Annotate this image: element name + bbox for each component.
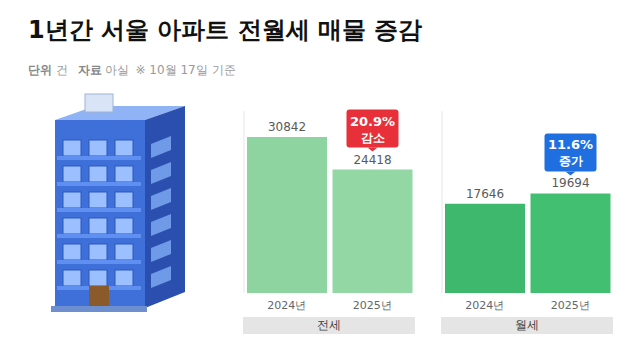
svg-text:20.9%: 20.9% <box>350 114 395 129</box>
svg-text:2024년: 2024년 <box>465 299 504 312</box>
svg-text:30842: 30842 <box>268 120 306 134</box>
html-text:자료 아실: 자료 아실 <box>77 63 130 77</box>
svg-text:2025년: 2025년 <box>551 299 590 312</box>
svg-text:2024년: 2024년 <box>267 299 306 312</box>
svg-text:17646: 17646 <box>466 187 504 201</box>
svg-text:11.6%: 11.6% <box>548 137 593 152</box>
html-text:월세: 월세 <box>515 318 539 332</box>
svg-text:감소: 감소 <box>361 131 385 145</box>
svg-text:24418: 24418 <box>353 153 391 167</box>
html-text:1년간 서울 아파트 전월세 매물 증감: 1년간 서울 아파트 전월세 매물 증감 <box>28 16 423 44</box>
html-text:※ 10월 17일 기준: ※ 10월 17일 기준 <box>135 63 236 77</box>
html-text:단위 건: 단위 건 <box>28 63 68 77</box>
svg-text:2025년: 2025년 <box>353 299 392 312</box>
svg-text:증가: 증가 <box>559 154 583 168</box>
html-text:전세: 전세 <box>317 318 341 332</box>
svg-text:19694: 19694 <box>551 176 589 190</box>
